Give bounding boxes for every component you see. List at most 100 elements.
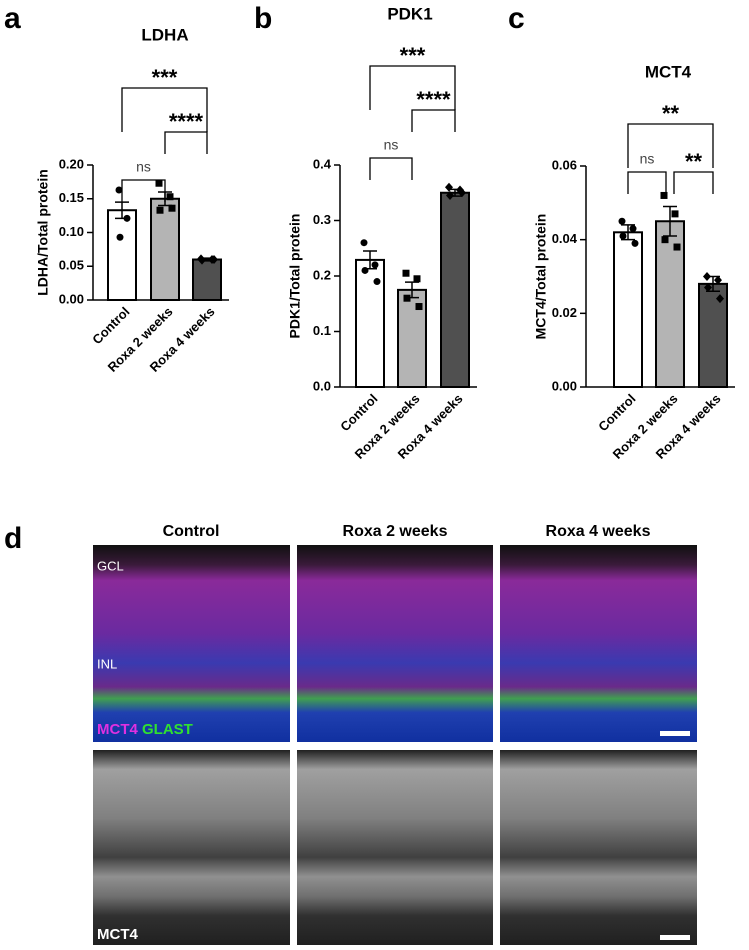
data-point — [403, 294, 411, 302]
significance-label: **** — [416, 87, 451, 112]
y-tick-label: 0.00 — [552, 378, 577, 393]
data-point — [704, 283, 712, 293]
chart-title: MCT4 — [645, 62, 692, 81]
bar — [150, 197, 180, 301]
data-point — [115, 186, 123, 194]
significance-bracket — [627, 123, 714, 168]
data-point — [361, 266, 369, 274]
y-tick-label: 0.10 — [59, 224, 84, 239]
bar — [355, 258, 385, 388]
y-tick-label: 0.15 — [59, 190, 84, 205]
y-tick-label: 0.05 — [59, 258, 84, 273]
data-point — [703, 272, 711, 281]
significance-label: ** — [685, 149, 703, 174]
data-point — [210, 255, 218, 264]
bar — [107, 209, 137, 302]
y-tick-label: 0.04 — [552, 231, 578, 246]
data-point — [168, 204, 176, 212]
panel-letter: d — [4, 522, 22, 555]
significance-label: *** — [152, 65, 178, 90]
significance-bracket — [369, 157, 413, 180]
error-bar — [621, 224, 635, 241]
column-title: Control — [163, 523, 220, 540]
stain-legend: MCT4 GLAST — [97, 721, 193, 738]
significance-bracket — [411, 109, 456, 132]
y-tick-label: 0.1 — [313, 323, 331, 338]
y-tick-label: 0.4 — [313, 156, 332, 171]
layer-label: GCL — [97, 558, 124, 573]
significance-label: ** — [662, 101, 680, 126]
bar — [440, 191, 470, 388]
data-point — [413, 275, 421, 283]
chart-title: LDHA — [141, 25, 188, 44]
scale-bar — [660, 935, 690, 940]
data-point — [373, 278, 381, 286]
data-point — [446, 191, 454, 201]
scale-bar — [660, 731, 690, 736]
micrograph — [93, 545, 290, 742]
data-point — [371, 261, 379, 269]
data-point — [629, 225, 637, 233]
stain-label: MCT4 — [97, 926, 138, 943]
data-point — [671, 210, 679, 218]
y-axis-label: MCT4/Total protein — [533, 214, 549, 340]
data-point — [156, 206, 164, 214]
y-tick-label: 0.2 — [313, 267, 331, 282]
error-bar — [663, 205, 677, 237]
micrograph — [297, 545, 493, 742]
micrograph — [500, 750, 697, 945]
significance-bracket — [121, 87, 208, 132]
data-point — [155, 179, 163, 187]
data-point — [116, 233, 124, 241]
micrograph — [93, 750, 290, 945]
panel-letter: b — [254, 2, 272, 35]
data-point — [123, 214, 131, 222]
data-point — [714, 275, 722, 285]
y-tick-label: 0.3 — [313, 212, 331, 227]
data-point — [619, 232, 627, 240]
layer-label: INL — [97, 656, 117, 671]
significance-label: **** — [169, 109, 204, 134]
data-point — [198, 255, 206, 265]
significance-bracket — [627, 171, 667, 194]
micrograph — [297, 750, 493, 945]
data-point — [661, 236, 669, 244]
data-point — [660, 191, 668, 199]
significance-bracket — [121, 179, 166, 202]
y-axis-label: PDK1/Total protein — [287, 214, 303, 339]
significance-label: ns — [384, 137, 399, 153]
data-point — [166, 193, 174, 201]
data-point — [716, 294, 724, 304]
significance-bracket — [164, 131, 208, 154]
significance-bracket — [673, 171, 714, 194]
data-point — [360, 239, 368, 247]
column-title: Roxa 4 weeks — [546, 523, 651, 540]
bar — [192, 258, 222, 301]
y-tick-label: 0.0 — [313, 378, 331, 393]
micrograph — [500, 545, 697, 742]
stain-label: GLAST — [142, 721, 193, 738]
significance-label: ns — [640, 151, 655, 167]
data-point — [673, 243, 681, 251]
y-tick-label: 0.00 — [59, 291, 84, 306]
significance-bracket — [369, 65, 456, 110]
significance-label: *** — [400, 43, 426, 68]
bar — [613, 231, 643, 388]
column-title: Roxa 2 weeks — [343, 523, 448, 540]
data-point — [415, 303, 423, 311]
y-tick-label: 0.06 — [552, 157, 577, 172]
y-tick-label: 0.02 — [552, 305, 577, 320]
y-axis-label: LDHA/Total protein — [35, 169, 51, 296]
chart-title: PDK1 — [387, 4, 432, 23]
panel-letter: a — [4, 2, 21, 35]
stain-label: MCT4 — [97, 721, 138, 738]
y-tick-label: 0.20 — [59, 156, 84, 171]
data-point — [402, 269, 410, 277]
panel-d: d Control Roxa 2 weeks Roxa 4 weeks GCL … — [4, 522, 697, 945]
data-point — [618, 217, 626, 225]
data-point — [631, 239, 639, 247]
data-point — [458, 188, 466, 198]
x-tick-label: Control — [89, 304, 132, 347]
data-point — [445, 182, 453, 192]
